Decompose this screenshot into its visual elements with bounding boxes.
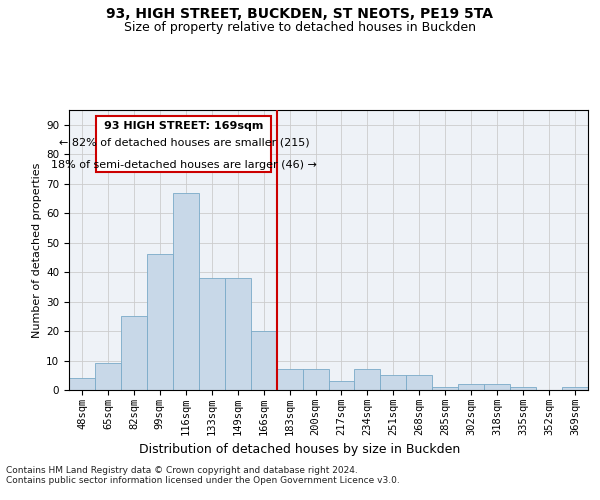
Bar (484, 384, 510, 390)
Text: 93 HIGH STREET: 169sqm: 93 HIGH STREET: 169sqm (104, 121, 263, 131)
Text: Contains public sector information licensed under the Open Government Licence v3: Contains public sector information licen… (6, 476, 400, 485)
Bar (562, 387, 588, 390)
FancyBboxPatch shape (96, 116, 271, 172)
Bar (302, 370, 329, 390)
Bar (329, 381, 355, 390)
Text: 93, HIGH STREET, BUCKDEN, ST NEOTS, PE19 5TA: 93, HIGH STREET, BUCKDEN, ST NEOTS, PE19… (107, 8, 493, 22)
Bar (458, 384, 484, 390)
Bar (225, 278, 251, 390)
Bar (355, 370, 380, 390)
Bar (121, 316, 147, 390)
Bar (406, 376, 432, 390)
Bar (173, 192, 199, 390)
Bar (380, 376, 406, 390)
Bar (95, 364, 121, 390)
Y-axis label: Number of detached properties: Number of detached properties (32, 162, 42, 338)
Text: Size of property relative to detached houses in Buckden: Size of property relative to detached ho… (124, 21, 476, 34)
Bar (510, 387, 536, 390)
Text: ← 82% of detached houses are smaller (215): ← 82% of detached houses are smaller (21… (59, 138, 309, 147)
Text: 18% of semi-detached houses are larger (46) →: 18% of semi-detached houses are larger (… (51, 160, 317, 170)
Bar (147, 254, 173, 390)
Bar (433, 387, 458, 390)
Text: Distribution of detached houses by size in Buckden: Distribution of detached houses by size … (139, 442, 461, 456)
Bar (251, 331, 277, 390)
Text: Contains HM Land Registry data © Crown copyright and database right 2024.: Contains HM Land Registry data © Crown c… (6, 466, 358, 475)
Bar (277, 370, 302, 390)
Bar (199, 278, 224, 390)
Bar (69, 378, 95, 390)
